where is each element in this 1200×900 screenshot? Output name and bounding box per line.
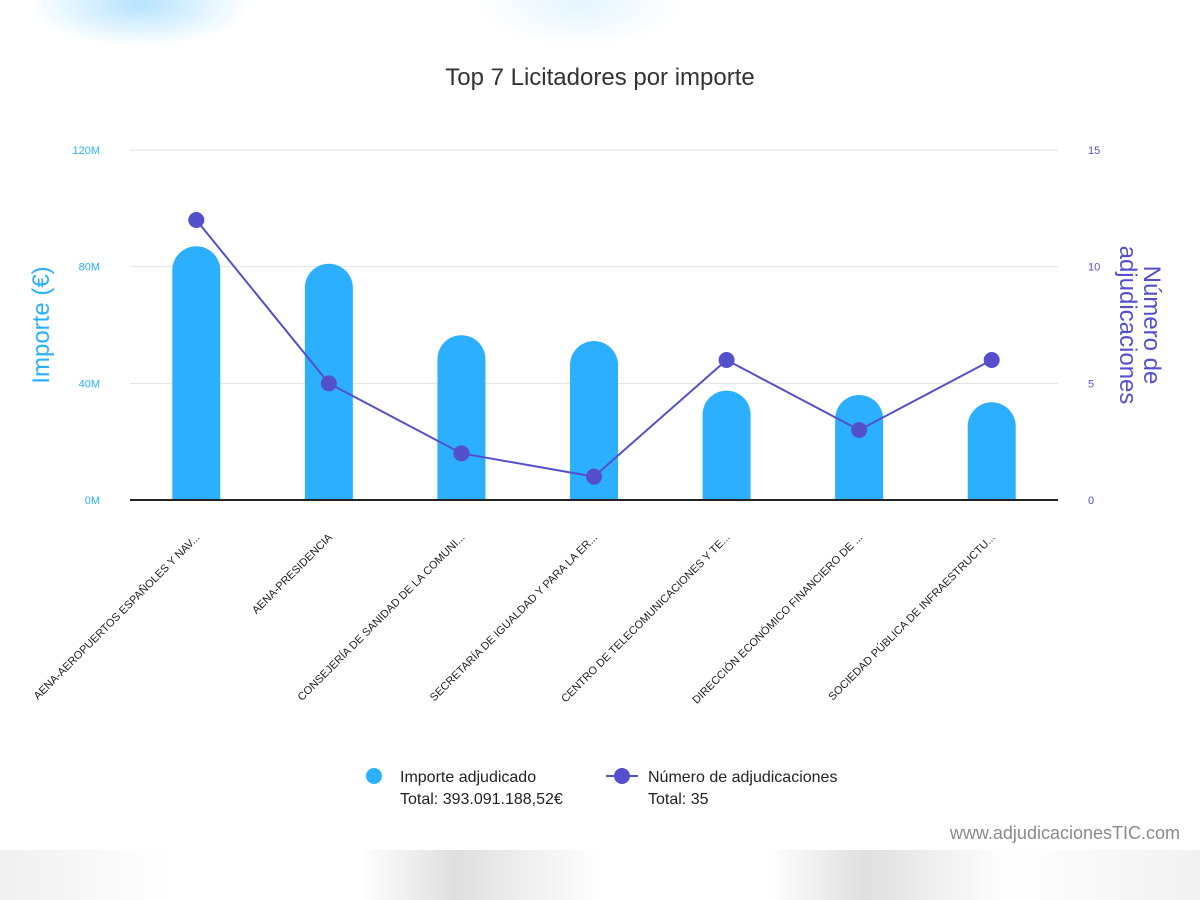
- legend-text-importe: Importe adjudicado Total: 393.091.188,52…: [400, 767, 563, 811]
- y-left-tick-label: 80M: [79, 262, 100, 274]
- line-point: [586, 468, 602, 485]
- chart-title: Top 7 Licitadores por importe: [445, 64, 755, 91]
- y-right-axis-title: Número deadjudicaciones: [1114, 246, 1165, 405]
- y-right-tick-label: 10: [1088, 262, 1100, 274]
- bar: [437, 335, 486, 500]
- legend-text-adjudicaciones: Número de adjudicaciones Total: 35: [648, 767, 837, 811]
- bar: [835, 395, 884, 500]
- line-point: [851, 422, 868, 438]
- x-category-label: AENA-PRESIDENCIA: [250, 531, 335, 616]
- x-category-label: DIRECCIÓN ECONÓMICO FINANCIERO DE ...: [690, 531, 866, 707]
- background-glow: [20, 0, 260, 50]
- line-point: [453, 445, 470, 462]
- background-footer-band: [0, 850, 1200, 900]
- x-category-label: CENTRO DE TELECOMUNICACIONES Y TE...: [559, 532, 732, 705]
- y-right-tick-label: 0: [1088, 495, 1094, 507]
- bar: [570, 341, 618, 500]
- y-left-axis-title: Importe (€): [28, 266, 55, 383]
- line-point: [320, 375, 337, 392]
- legend-total-adjudicaciones: Total: 35: [648, 791, 709, 808]
- line-point: [983, 352, 1000, 368]
- y-left-tick-label: 40M: [79, 378, 100, 390]
- bar: [702, 390, 751, 500]
- y-right-tick-label: 15: [1088, 145, 1100, 157]
- legend-bar-swatch-icon: [366, 768, 382, 784]
- y-right-tick-label: 5: [1088, 378, 1094, 390]
- y-left-tick-label: 0M: [85, 495, 100, 507]
- legend-line-dot-icon: [614, 768, 630, 784]
- x-category-label: CONSEJERÍA DE SANIDAD DE LA COMUNI...: [295, 531, 468, 704]
- watermark-link[interactable]: www.adjudicacionesTIC.com: [949, 823, 1180, 843]
- bar: [172, 246, 221, 500]
- line-point: [188, 212, 205, 228]
- y-left-tick-label: 120M: [72, 145, 100, 157]
- x-category-label: AENA-AEROPUERTOS ESPAÑOLES Y NAV...: [31, 531, 202, 702]
- legend-label-adjudicaciones: Número de adjudicaciones: [648, 769, 838, 786]
- chart-legend: Importe adjudicado Total: 393.091.188,52…: [360, 764, 960, 814]
- legend-total-importe: Total: 393.091.188,52€: [400, 791, 563, 808]
- x-category-label: SOCIEDAD PÚBLICA DE INFRAESTRUCTU...: [826, 531, 998, 703]
- bar: [967, 402, 1016, 500]
- line-point: [718, 352, 735, 368]
- legend-label-importe: Importe adjudicado: [400, 769, 537, 786]
- x-category-label: SECRETARÍA DE IGUALDAD Y PARA LA ER...: [427, 531, 600, 704]
- background-glow: [470, 0, 690, 50]
